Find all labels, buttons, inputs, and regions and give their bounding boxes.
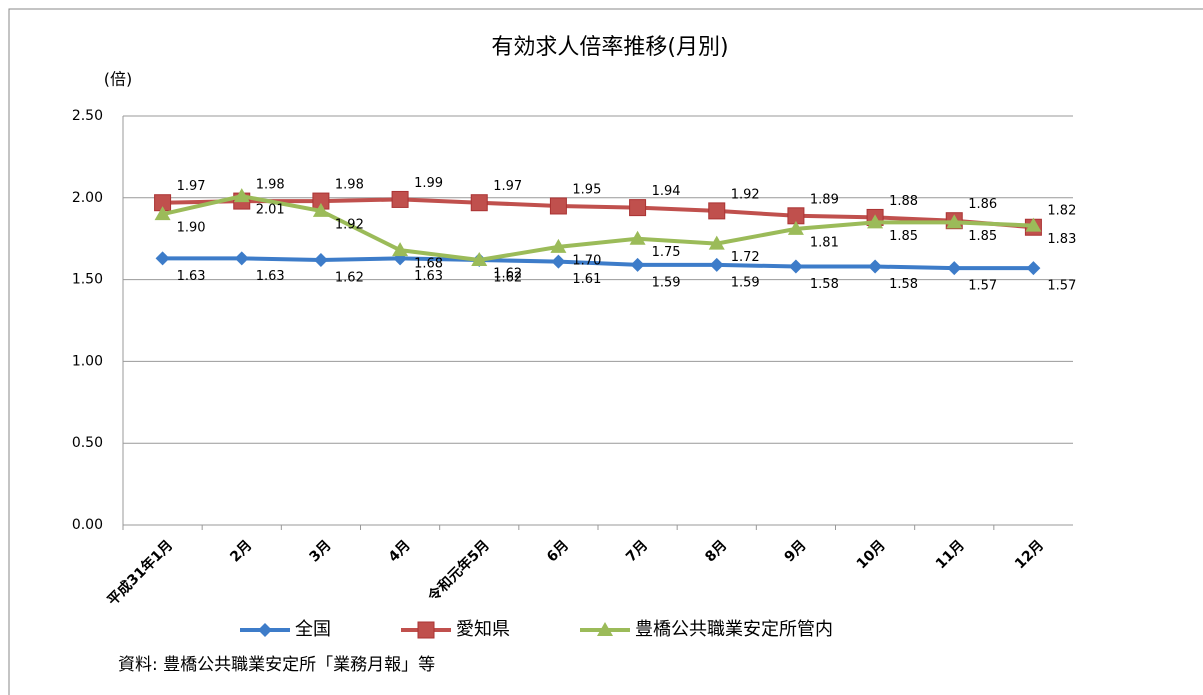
data-point — [1026, 261, 1041, 276]
data-label: 1.90 — [177, 221, 206, 236]
data-label: 1.95 — [572, 182, 601, 197]
x-tick-label: 平成31年1月 — [104, 537, 176, 609]
data-point — [392, 242, 409, 257]
x-tick-label: 4月 — [386, 537, 414, 565]
data-label: 2.01 — [256, 203, 285, 218]
data-point — [234, 251, 249, 266]
data-point — [629, 230, 646, 245]
data-label: 1.58 — [810, 277, 839, 292]
data-label: 1.81 — [810, 235, 839, 250]
data-point — [868, 259, 883, 274]
x-tick-label: 11月 — [933, 537, 968, 572]
data-point — [551, 254, 566, 269]
data-point — [946, 214, 963, 229]
data-point — [233, 188, 250, 203]
data-label: 1.63 — [414, 269, 443, 284]
data-point — [787, 220, 804, 235]
data-point — [391, 190, 409, 208]
y-tick-label: 1.00 — [72, 353, 103, 369]
data-point — [550, 238, 567, 253]
y-tick-label: 2.50 — [72, 108, 103, 124]
x-tick-label: 12月 — [1012, 537, 1047, 572]
data-label: 1.85 — [968, 229, 997, 244]
data-label: 1.62 — [493, 270, 522, 285]
data-point — [154, 206, 171, 221]
data-label: 1.62 — [493, 266, 522, 281]
series-line — [162, 194, 1034, 262]
data-label: 1.89 — [810, 192, 839, 207]
data-label: 1.62 — [335, 270, 364, 285]
data-point — [1025, 217, 1042, 232]
data-point — [313, 252, 328, 267]
data-label: 1.59 — [731, 275, 760, 290]
y-axis-label: (倍) — [104, 70, 133, 89]
data-label: 1.83 — [1047, 232, 1076, 247]
y-tick-label: 0.00 — [72, 517, 103, 533]
y-tick-label: 1.50 — [72, 272, 103, 288]
data-label: 1.97 — [493, 179, 522, 194]
chart-frame — [8, 8, 1203, 695]
data-label: 1.63 — [256, 269, 285, 284]
x-tick-label: 7月 — [623, 537, 651, 565]
data-label: 1.57 — [1047, 279, 1076, 294]
data-point — [708, 202, 726, 220]
data-point — [629, 199, 647, 217]
legend-marker — [258, 623, 272, 637]
data-label: 1.98 — [256, 178, 285, 193]
legend-marker — [597, 622, 613, 636]
chart-title: 有効求人倍率推移(月別) — [491, 35, 728, 60]
data-label: 1.97 — [177, 179, 206, 194]
y-tick-label: 0.50 — [72, 435, 103, 451]
data-label: 1.88 — [889, 194, 918, 209]
legend-label: 豊橋公共職業安定所管内 — [635, 619, 833, 640]
data-point — [947, 261, 962, 276]
data-label: 1.99 — [414, 176, 443, 191]
data-point — [788, 259, 803, 274]
data-label: 1.59 — [652, 275, 681, 290]
data-label: 1.75 — [652, 245, 681, 260]
data-point — [155, 251, 170, 266]
x-tick-label: 2月 — [227, 537, 255, 565]
data-point — [709, 257, 724, 272]
data-label: 1.92 — [335, 217, 364, 232]
data-point — [312, 202, 329, 217]
data-label: 1.85 — [889, 229, 918, 244]
source-note: 資料: 豊橋公共職業安定所「業務月報」等 — [118, 655, 435, 675]
data-label: 1.82 — [1047, 204, 1076, 219]
data-label: 1.70 — [572, 253, 601, 268]
data-label: 1.61 — [572, 272, 601, 287]
data-label: 1.57 — [968, 279, 997, 294]
data-label: 1.58 — [889, 277, 918, 292]
data-label: 1.68 — [414, 257, 443, 272]
data-point — [630, 257, 645, 272]
x-tick-label: 令和元年5月 — [424, 537, 493, 606]
data-point — [471, 251, 488, 266]
legend-marker — [417, 621, 435, 639]
x-tick-label: 3月 — [306, 537, 334, 565]
data-label: 1.92 — [731, 187, 760, 202]
x-tick-label: 6月 — [544, 537, 572, 565]
data-label: 1.98 — [335, 178, 364, 193]
data-label: 1.86 — [968, 197, 997, 212]
data-point — [867, 214, 884, 229]
data-label: 1.94 — [652, 184, 681, 199]
legend-label: 全国 — [295, 619, 331, 640]
x-tick-label: 9月 — [781, 537, 809, 565]
legend-label: 愛知県 — [456, 619, 510, 640]
x-tick-label: 10月 — [854, 537, 889, 572]
data-point — [708, 235, 725, 250]
data-label: 1.63 — [177, 269, 206, 284]
series-line — [162, 197, 1034, 230]
data-label: 1.72 — [731, 250, 760, 265]
y-tick-label: 2.00 — [72, 190, 103, 206]
x-tick-label: 8月 — [702, 537, 730, 565]
series-line — [162, 256, 1034, 271]
data-point — [549, 197, 567, 215]
data-point — [470, 194, 488, 212]
